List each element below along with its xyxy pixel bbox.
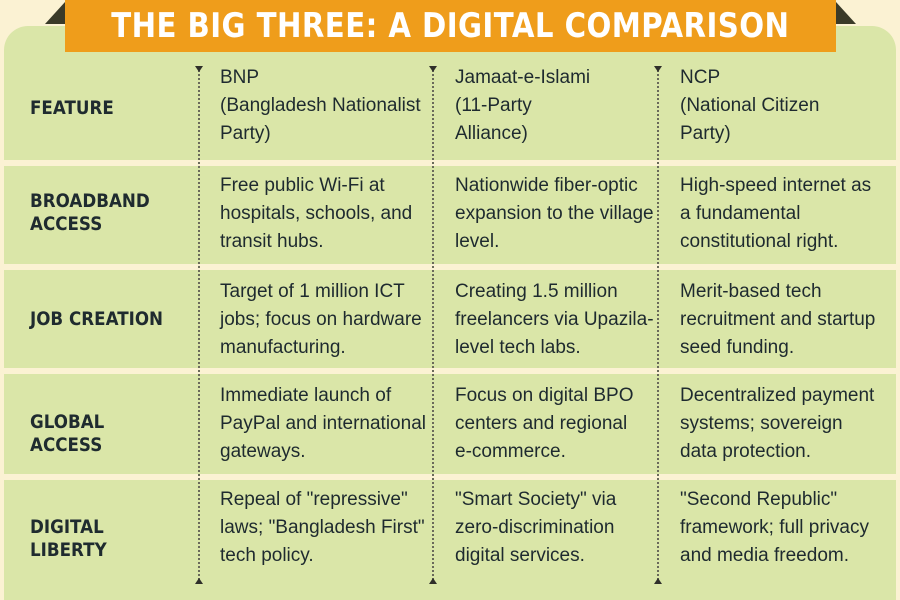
row-separator <box>4 474 896 480</box>
cell-broadband-bnp: Free public Wi-Fi at hospitals, schools,… <box>220 175 413 252</box>
cell-broadband-ncp: High-speed internet as a fundamental con… <box>680 175 872 252</box>
cell-global-jamaat: Focus on digital BPO centers and regiona… <box>455 385 634 462</box>
feature-label-digital-liberty: DIGITAL LIBERTY <box>30 516 107 561</box>
header-feature-label: FEATURE <box>30 97 114 119</box>
feature-label-broadband-access: BROADBAND ACCESS <box>30 190 150 235</box>
cell-liberty-bnp: Repeal of "repressive" laws; "Bangladesh… <box>220 489 425 566</box>
title-banner-fold-right <box>836 2 856 24</box>
feature-label-job-creation: JOB CREATION <box>30 308 164 330</box>
column-divider <box>657 70 659 584</box>
cell-liberty-ncp: "Second Republic" framework; full privac… <box>680 489 869 566</box>
column-divider-cap <box>654 578 662 584</box>
title-banner-fold-left <box>45 2 65 24</box>
title-banner: THE BIG THREE: A DIGITAL COMPARISON <box>65 0 836 52</box>
header-party-bnp: BNP (Bangladesh Nationalist Party) <box>220 67 421 144</box>
column-divider-cap <box>654 66 662 72</box>
cell-jobs-bnp: Target of 1 million ICT jobs; focus on h… <box>220 281 422 358</box>
header-party-ncp: NCP (National Citizen Party) <box>680 67 820 144</box>
page-title: THE BIG THREE: A DIGITAL COMPARISON <box>111 6 790 46</box>
cell-global-bnp: Immediate launch of PayPal and internati… <box>220 385 426 462</box>
column-divider <box>198 70 200 584</box>
cell-broadband-jamaat: Nationwide fiber-optic expansion to the … <box>455 175 654 252</box>
feature-label-global-access: GLOBAL ACCESS <box>30 411 105 456</box>
cell-jobs-jamaat: Creating 1.5 million freelancers via Upa… <box>455 281 654 358</box>
comparison-panel <box>4 26 896 600</box>
column-divider <box>432 70 434 584</box>
header-party-jamaat: Jamaat-e-Islami (11-Party Alliance) <box>455 67 591 144</box>
cell-jobs-ncp: Merit-based tech recruitment and startup… <box>680 281 876 358</box>
cell-liberty-jamaat: "Smart Society" via zero-discrimination … <box>455 489 617 566</box>
row-separator <box>4 264 896 270</box>
column-divider-cap <box>429 578 437 584</box>
row-separator <box>4 160 896 166</box>
row-separator <box>4 368 896 374</box>
column-divider-cap <box>429 66 437 72</box>
cell-global-ncp: Decentralized payment systems; sovereign… <box>680 385 875 462</box>
column-divider-cap <box>195 578 203 584</box>
column-divider-cap <box>195 66 203 72</box>
